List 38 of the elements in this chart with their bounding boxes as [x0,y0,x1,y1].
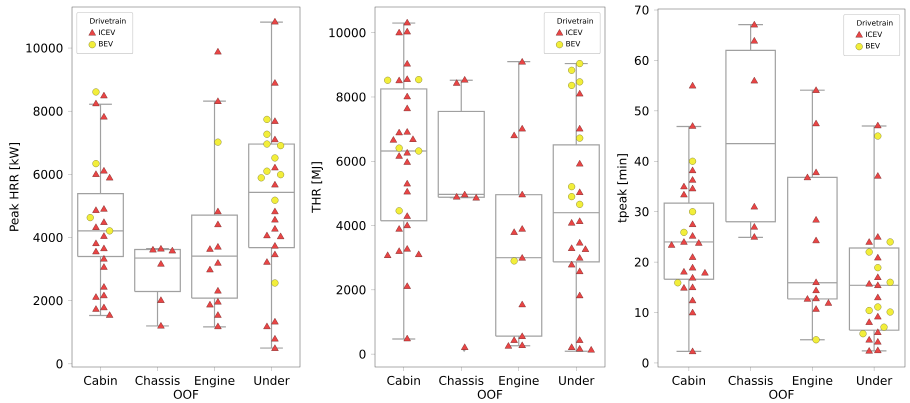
y-axis-title: THR [MJ] [311,162,323,213]
x-tick-label: Chassis [135,376,180,385]
y-tick-label: 2000 [34,296,62,306]
x-axis-title: OOF [769,390,794,399]
y-tick-label: 40 [634,156,648,166]
y-tick-label: 0 [642,358,648,368]
x-tick-label: Cabin [387,376,420,385]
y-tick-label: 8000 [336,92,366,102]
y-tick-label: 4000 [336,221,366,230]
y-tick-label: 50 [634,106,648,116]
x-tick-label: Cabin [84,376,117,385]
y-tick-label: 70 [635,5,648,15]
x-axis-title: OOF [174,390,198,399]
x-tick-label: Under [254,376,290,385]
x-tick-label: Chassis [439,376,484,385]
y-axis-title: tpeak [min] [617,154,629,223]
y-tick-label: 6000 [34,170,62,179]
y-tick-label: 10000 [26,44,62,53]
x-tick-label: Engine [792,376,832,388]
x-tick-label: Under [559,376,594,385]
x-tick-label: Engine [499,376,539,388]
y-tick-label: 30 [634,207,648,216]
x-axis-title: OOF [478,390,502,399]
y-axis-title: Peak HRR [kW] [9,143,20,231]
y-tick-label: 10 [635,308,648,318]
y-tick-label: 20 [634,258,648,267]
y-tick-label: 0 [56,359,63,368]
x-tick-label: Engine [195,376,234,388]
y-tick-label: 6000 [336,156,366,166]
y-tick-label: 4000 [33,232,62,242]
x-tick-label: Cabin [672,376,706,385]
y-tick-label: 8000 [34,106,62,116]
y-tick-label: 60 [634,56,648,65]
y-tick-label: 10000 [329,28,366,38]
y-tick-label: 0 [359,350,366,359]
x-tick-label: Under [857,376,892,385]
y-tick-label: 2000 [336,285,366,294]
x-tick-label: Chassis [728,376,773,385]
